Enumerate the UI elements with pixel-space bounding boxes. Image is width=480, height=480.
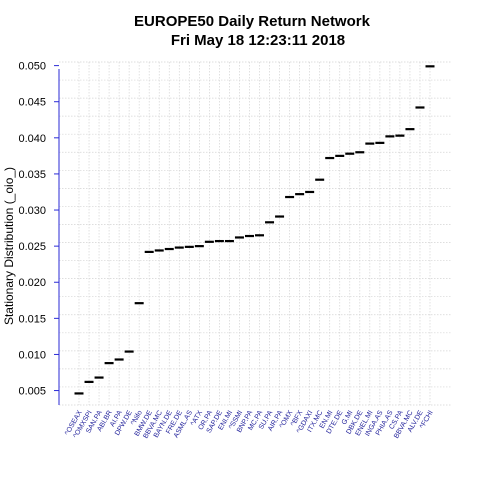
y-tick-label: 0.045 (18, 97, 46, 109)
chart-title: EUROPE50 Daily Return Network (134, 13, 371, 30)
data-marks (74, 65, 435, 395)
chart-subtitle: Fri May 18 12:23:11 2018 (171, 32, 345, 49)
y-tick-label: 0.030 (18, 205, 46, 217)
y-axis-label: Stationary Distribution (_oio_) (2, 167, 16, 325)
y-tick-label: 0.015 (18, 313, 46, 325)
y-axis: 0.005 0.010 0.015 0.020 0.025 0.030 0.035 0.040… (18, 61, 59, 398)
y-tick-label: 0.040 (18, 133, 46, 145)
x-axis-labels: ^OSEAX^OMXSPISAN.PAABI.BRAI.PADPW.DE^Nif… (64, 409, 435, 440)
y-tick-label: 0.025 (18, 241, 46, 253)
y-tick-label: 0.050 (18, 61, 46, 73)
y-tick-label: 0.020 (18, 277, 46, 289)
y-tick-label: 0.005 (18, 386, 46, 398)
y-tick-label: 0.010 (18, 349, 46, 361)
grid (59, 61, 452, 406)
y-tick-label: 0.035 (18, 169, 46, 181)
